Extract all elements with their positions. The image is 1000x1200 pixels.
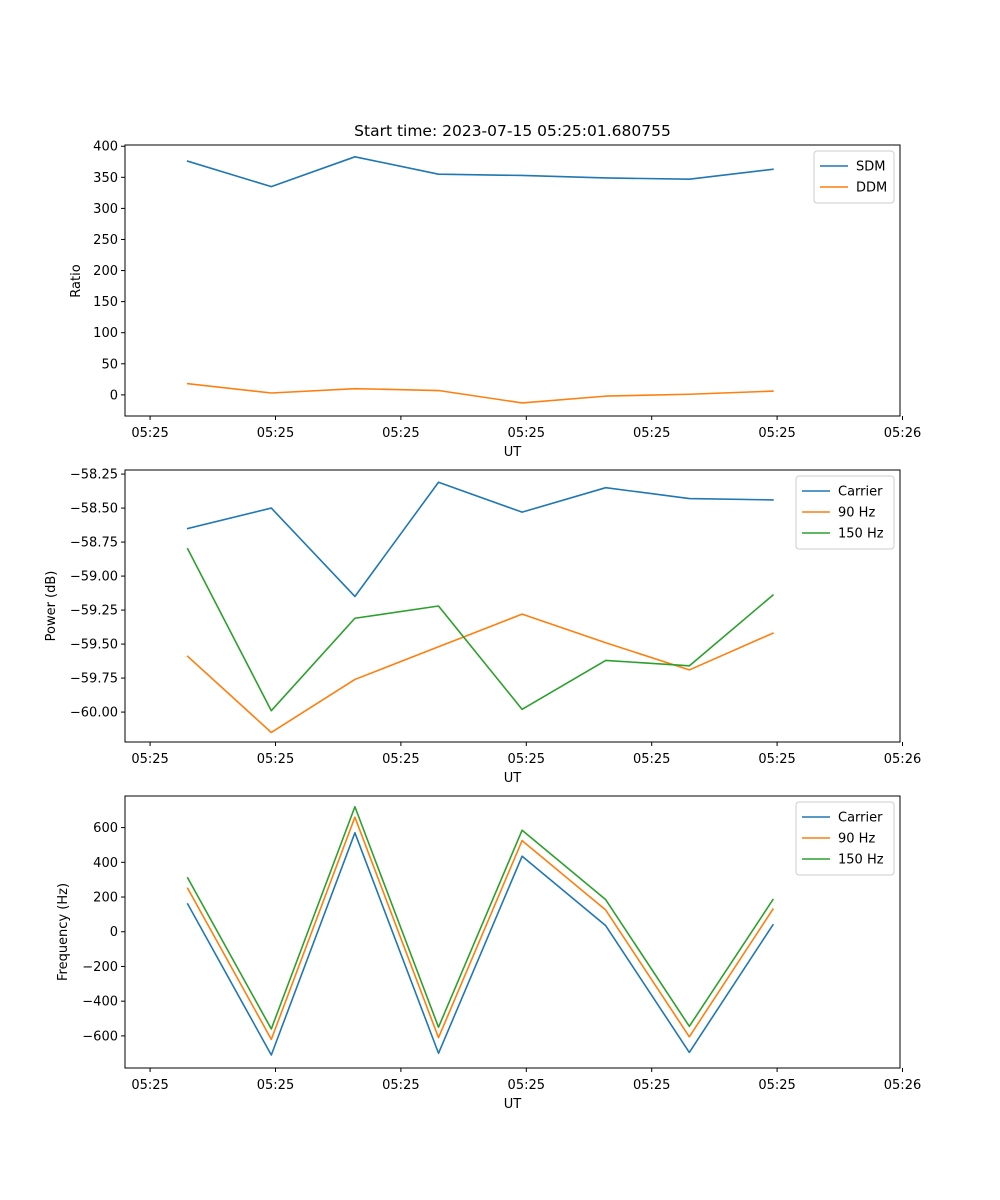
series-line-carrier: [186, 831, 775, 1056]
y-tick-label: 350: [93, 171, 118, 186]
series-line-ddm: [186, 382, 774, 404]
x-tick-label: 05:25: [633, 752, 670, 767]
y-tick-label: 0: [110, 925, 118, 940]
x-tick-label: 05:26: [884, 426, 921, 441]
chart-title: Start time: 2023-07-15 05:25:01.680755: [354, 122, 671, 140]
x-tick-label: 05:25: [382, 752, 419, 767]
x-tick-label: 05:25: [508, 1078, 545, 1093]
series-line-150-hz: [186, 805, 775, 1030]
x-tick-label: 05:25: [382, 1078, 419, 1093]
x-tick-label: 05:25: [508, 426, 545, 441]
legend: Carrier 90 Hz 150 Hz: [795, 801, 895, 876]
y-tick-label: 100: [93, 326, 118, 341]
power-panel: UT Power (dB) 05:25 05:25 05:25 05:25 05:25 0…: [44, 468, 921, 786]
legend-box: [795, 475, 895, 550]
legend-box: [813, 150, 895, 204]
x-tick-label: 05:25: [633, 426, 670, 441]
y-axis-label: Frequency (Hz): [56, 883, 71, 981]
x-tick-label: 05:25: [382, 426, 419, 441]
legend-label: 90 Hz: [838, 832, 875, 847]
y-tick-label: −60.00: [70, 706, 118, 721]
x-tick-label: 05:25: [131, 426, 168, 441]
y-tick-label: 300: [93, 202, 118, 217]
y-tick-label: −59.25: [70, 604, 118, 619]
series-line-150-hz: [186, 547, 775, 712]
legend-label: 150 Hz: [838, 527, 884, 542]
legend-label: 90 Hz: [838, 506, 875, 521]
ratio-panel: Start time: 2023-07-15 05:25:01.680755 U…: [69, 122, 921, 460]
legend: Carrier 90 Hz 150 Hz: [795, 475, 895, 550]
y-tick-label: −58.75: [70, 536, 118, 551]
x-axis-label: UT: [504, 771, 522, 786]
y-tick-label: −600: [82, 1029, 118, 1044]
y-tick-label: 150: [93, 295, 118, 310]
legend-label: Carrier: [838, 811, 883, 826]
x-tick-label: 05:26: [884, 752, 921, 767]
x-axis-label: UT: [504, 1097, 522, 1112]
legend-label: 150 Hz: [838, 853, 884, 868]
axes-frame: [124, 144, 901, 417]
series-line-sdm: [186, 156, 774, 188]
y-axis-label: Power (dB): [44, 571, 59, 642]
y-tick-label: 0: [110, 388, 118, 403]
x-tick-label: 05:25: [633, 1078, 670, 1093]
legend-box: [795, 801, 895, 876]
x-tick-label: 05:25: [257, 1078, 294, 1093]
y-tick-label: 400: [93, 856, 118, 871]
legend-label: SDM: [856, 160, 885, 175]
legend-label: Carrier: [838, 485, 883, 500]
y-tick-label: 600: [93, 821, 118, 836]
x-tick-label: 05:25: [257, 426, 294, 441]
y-tick-label: 250: [93, 233, 118, 248]
x-tick-label: 05:26: [884, 1078, 921, 1093]
legend: SDM DDM: [813, 150, 895, 204]
x-tick-label: 05:25: [758, 426, 795, 441]
axes-frame: [124, 469, 901, 743]
y-tick-label: −58.25: [70, 468, 118, 483]
x-tick-label: 05:25: [131, 1078, 168, 1093]
x-axis-label: UT: [504, 445, 522, 460]
y-tick-label: 400: [93, 140, 118, 155]
series-line-90-hz: [186, 816, 775, 1041]
y-tick-label: −200: [82, 960, 118, 975]
frequency-panel: UT Frequency (Hz) 05:25 05:25 05:25 05:25 05…: [56, 795, 921, 1112]
y-tick-label: 50: [101, 357, 118, 372]
y-axis-label: Ratio: [69, 264, 84, 297]
series-line-carrier: [186, 481, 774, 598]
y-tick-label: 200: [93, 264, 118, 279]
y-tick-label: 200: [93, 891, 118, 906]
x-tick-label: 05:25: [758, 1078, 795, 1093]
y-tick-label: −59.75: [70, 672, 118, 687]
y-tick-label: −400: [82, 995, 118, 1010]
x-tick-label: 05:25: [131, 752, 168, 767]
y-tick-label: −59.00: [70, 570, 118, 585]
y-tick-label: −58.50: [70, 502, 118, 517]
x-tick-label: 05:25: [758, 752, 795, 767]
x-tick-label: 05:25: [257, 752, 294, 767]
legend-label: DDM: [856, 181, 887, 196]
x-tick-label: 05:25: [508, 752, 545, 767]
y-tick-label: −59.50: [70, 638, 118, 653]
